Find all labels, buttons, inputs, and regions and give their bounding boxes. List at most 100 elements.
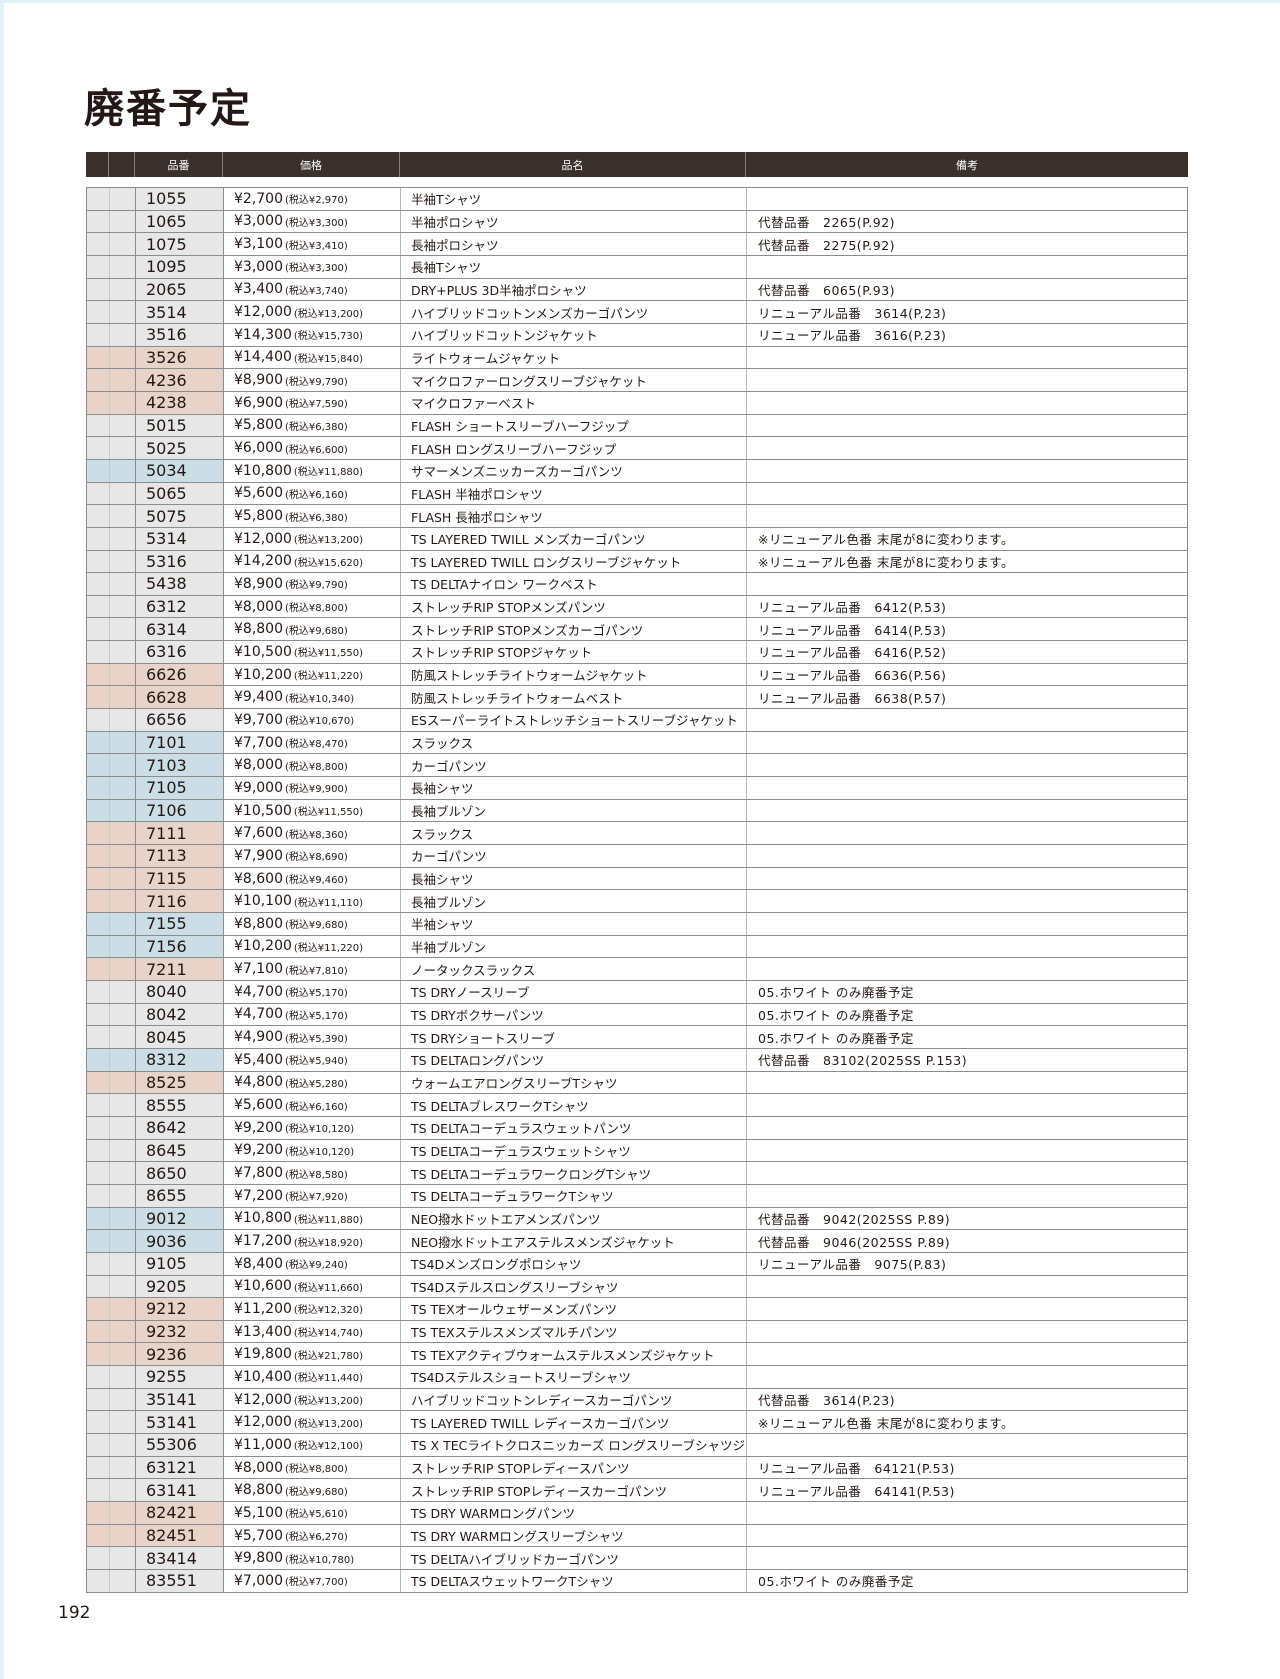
price: ¥9,400 xyxy=(234,689,283,706)
row-marker xyxy=(87,1139,110,1162)
row-marker xyxy=(87,188,110,210)
price-cell: ¥17,200 (税込¥18,920) xyxy=(224,1230,401,1252)
price-cell: ¥8,800 (税込¥9,680) xyxy=(224,1479,401,1502)
remarks xyxy=(747,347,1187,369)
price: ¥4,700 xyxy=(234,1006,283,1023)
remarks: ※リニューアル色番 末尾が8に変わります。 xyxy=(758,1415,1015,1431)
row-marker-2 xyxy=(110,731,136,754)
remarks xyxy=(747,1298,1187,1320)
remarks xyxy=(747,913,1187,935)
product-code: 1055 xyxy=(136,188,224,210)
row-marker-2 xyxy=(110,391,136,414)
table-row: 5025 ¥6,000 (税込¥6,600) FLASH ロングスリーブハーフジップ xyxy=(87,437,1187,460)
price-cell: ¥10,800 (税込¥11,880) xyxy=(224,1207,401,1230)
price-with-tax: (税込¥5,390) xyxy=(285,1033,348,1045)
price-cell: ¥9,800 (税込¥10,780) xyxy=(224,1547,401,1570)
table-row: 83551 ¥7,000 (税込¥7,700) TS DELTAスウェットワークTシャ… xyxy=(87,1570,1187,1593)
price-cell: ¥14,300 (税込¥15,730) xyxy=(224,323,401,346)
product-name: TS DRYショートスリーブ xyxy=(401,1026,747,1048)
product-code: 5015 xyxy=(136,414,224,437)
remarks xyxy=(747,415,1187,437)
remarks xyxy=(747,1434,1187,1456)
row-marker-2 xyxy=(110,1184,136,1207)
row-marker-2 xyxy=(110,369,136,391)
product-code: 83551 xyxy=(136,1570,224,1592)
row-marker-2 xyxy=(110,414,136,437)
remarks: 05.ホワイト のみ廃番予定 xyxy=(758,1007,914,1023)
price-with-tax: (税込¥9,680) xyxy=(285,920,348,932)
table-row: 8642 ¥9,200 (税込¥10,120) TS DELTAコーデュラスウェットパ… xyxy=(87,1116,1187,1140)
row-marker xyxy=(87,1026,110,1048)
table-row: 8555 ¥5,600 (税込¥6,160) TS DELTAブレスワークTシャツ xyxy=(87,1094,1187,1117)
product-name: ハイブリッドコットンジャケット xyxy=(401,323,747,346)
row-marker-2 xyxy=(110,754,136,777)
remarks xyxy=(747,460,1187,482)
row-marker xyxy=(87,1275,110,1298)
row-marker-2 xyxy=(110,527,136,550)
product-name: 長袖シャツ xyxy=(401,867,747,890)
row-marker xyxy=(87,1502,110,1524)
table-row: 55306 ¥11,000 (税込¥12,100) TS X TECライトクロスニッカ… xyxy=(87,1434,1187,1457)
row-marker-2 xyxy=(110,1320,136,1343)
table-row: 9036 ¥17,200 (税込¥18,920) NEO撥水ドットエアステルスメンズジ… xyxy=(87,1230,1187,1253)
price: ¥8,000 xyxy=(234,1459,283,1476)
price-cell: ¥9,000 (税込¥9,900) xyxy=(224,777,401,799)
row-marker xyxy=(87,641,110,663)
price: ¥8,900 xyxy=(234,575,283,592)
row-marker xyxy=(87,301,110,323)
page-edge-top xyxy=(0,0,1280,3)
remarks xyxy=(747,1502,1187,1524)
table-row: 8042 ¥4,700 (税込¥5,170) TS DRYボクサーパンツ 05.ホワイト… xyxy=(87,1003,1187,1027)
product-name: NEO撥水ドットエアステルスメンズジャケット xyxy=(401,1230,747,1252)
price-with-tax: (税込¥7,810) xyxy=(285,965,348,977)
product-name: 防風ストレッチライトウォームジャケット xyxy=(401,663,747,686)
table-row: 83414 ¥9,800 (税込¥10,780) TS DELTAハイブリッドカーゴパ… xyxy=(87,1547,1187,1571)
price-cell: ¥3,400 (税込¥3,740) xyxy=(224,278,401,301)
price-cell: ¥8,900 (税込¥9,790) xyxy=(224,369,401,391)
table-row: 9105 ¥8,400 (税込¥9,240) TS4Dメンズロングポロシャツ リニューア… xyxy=(87,1252,1187,1276)
price: ¥8,800 xyxy=(234,1482,283,1499)
product-name: ストレッチRIP STOPメンズカーゴパンツ xyxy=(401,618,747,641)
price-cell: ¥5,400 (税込¥5,940) xyxy=(224,1048,401,1071)
product-code: 63141 xyxy=(136,1479,224,1502)
table-row: 6628 ¥9,400 (税込¥10,340) 防風ストレッチライトウォームベスト リニ… xyxy=(87,686,1187,710)
table-row: 6656 ¥9,700 (税込¥10,670) ESスーパーライトストレッチショートス… xyxy=(87,709,1187,732)
table-row: 4236 ¥8,900 (税込¥9,790) マイクロファーロングスリーブジャケット xyxy=(87,369,1187,392)
price-with-tax: (税込¥6,380) xyxy=(285,512,348,524)
product-code: 3526 xyxy=(136,346,224,369)
row-marker-2 xyxy=(110,1139,136,1162)
price-cell: ¥8,900 (税込¥9,790) xyxy=(224,573,401,595)
price-with-tax: (税込¥13,200) xyxy=(293,535,364,547)
product-code: 9036 xyxy=(136,1230,224,1252)
price: ¥11,200 xyxy=(234,1300,292,1317)
product-code: 7105 xyxy=(136,777,224,799)
price-with-tax: (税込¥5,940) xyxy=(285,1056,348,1068)
row-marker-2 xyxy=(110,618,136,641)
row-marker-2 xyxy=(110,980,136,1003)
price-with-tax: (税込¥6,160) xyxy=(285,489,348,501)
remarks xyxy=(747,1185,1187,1207)
price-with-tax: (税込¥13,200) xyxy=(293,1418,364,1430)
price-cell: ¥7,100 (税込¥7,810) xyxy=(224,958,401,980)
row-marker xyxy=(87,980,110,1003)
price-with-tax: (税込¥10,120) xyxy=(285,1146,355,1158)
price: ¥9,800 xyxy=(234,1550,283,1567)
product-code: 5025 xyxy=(136,437,224,459)
row-marker xyxy=(87,1479,110,1502)
price-cell: ¥14,400 (税込¥15,840) xyxy=(224,346,401,369)
price: ¥4,900 xyxy=(234,1029,283,1046)
row-marker xyxy=(87,550,110,573)
remarks: 代替品番 6065(P.93) xyxy=(758,282,896,298)
price-with-tax: (税込¥6,600) xyxy=(285,444,348,456)
product-code: 6656 xyxy=(136,709,224,731)
price-with-tax: (税込¥11,220) xyxy=(293,942,364,954)
remarks: リニューアル品番 6416(P.52) xyxy=(758,645,947,661)
price-cell: ¥5,800 (税込¥6,380) xyxy=(224,414,401,437)
price: ¥8,000 xyxy=(234,598,283,615)
product-code: 7101 xyxy=(136,731,224,754)
row-marker xyxy=(87,459,110,482)
remarks: 代替品番 9046(2025SS P.89) xyxy=(758,1234,951,1250)
price-cell: ¥8,400 (税込¥9,240) xyxy=(224,1252,401,1275)
price: ¥8,000 xyxy=(234,757,283,774)
price-cell: ¥12,000 (税込¥13,200) xyxy=(224,1411,401,1434)
